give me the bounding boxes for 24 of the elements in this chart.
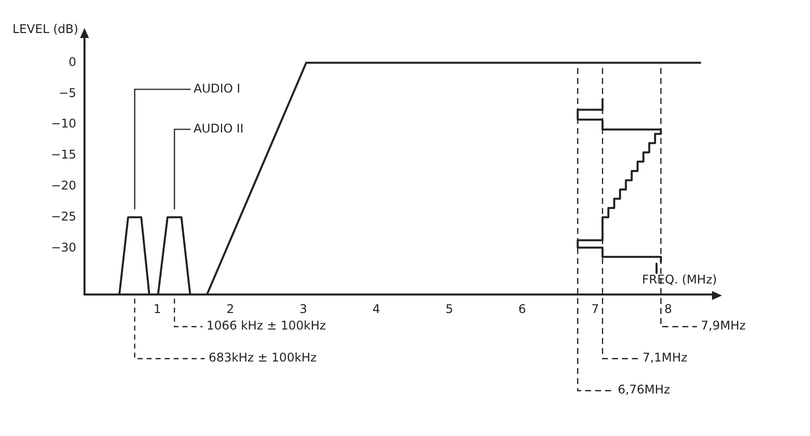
x-tick-label: 2 — [226, 302, 234, 316]
text: AUDIO II — [193, 121, 244, 136]
y-axis-title: LEVEL (dB) — [12, 22, 78, 36]
y-tick-label: −30 — [50, 240, 76, 254]
x-axis-title: FREQ. (MHz) — [642, 272, 717, 287]
ref-line-label: 7,1MHz — [642, 350, 688, 365]
text: 1066 kHz ± 100kHz — [206, 318, 326, 333]
ref-line-label: 6,76MHz — [618, 382, 670, 397]
y-tick-label: −25 — [50, 209, 76, 224]
x-tick-label: 1 — [153, 302, 162, 316]
x-tick-label: 5 — [445, 302, 454, 316]
y-tick-label: 0 — [68, 54, 76, 69]
y-tick-label: −5 — [58, 86, 76, 100]
ref-line-label: 7,9MHz — [700, 318, 746, 333]
x-tick-label: 6 — [518, 302, 526, 316]
y-tick-label: −10 — [50, 116, 76, 131]
x-tick-label: 8 — [664, 302, 672, 316]
x-tick-label: 4 — [372, 302, 380, 316]
x-tick-label: 7 — [591, 302, 600, 316]
y-tick-label: −15 — [50, 148, 76, 162]
text: 683kHz ± 100kHz — [208, 350, 317, 365]
y-tick-label: −20 — [50, 178, 76, 193]
text: AUDIO I — [194, 81, 240, 96]
x-tick-label: 3 — [299, 302, 308, 316]
